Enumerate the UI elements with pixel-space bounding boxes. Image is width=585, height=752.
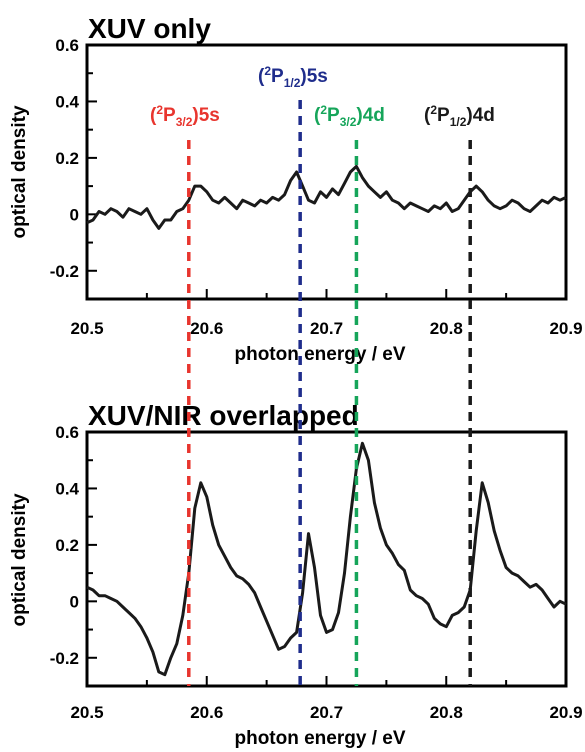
y-tick-label: -0.2	[50, 649, 79, 668]
y-tick-label: 0	[70, 205, 79, 224]
y-tick-labels: -0.2 0 0.2 0.4 0.6	[50, 36, 80, 281]
y-tick-label: 0.2	[55, 149, 79, 168]
x-tick-labels: 20.5 20.6 20.7 20.8 20.9	[70, 703, 582, 722]
peak-label: (2P1/2)4d	[424, 103, 495, 129]
peak-label: (2P3/2)5s	[150, 103, 220, 129]
x-tick-label: 20.5	[70, 319, 103, 338]
x-tick-label: 20.7	[310, 703, 343, 722]
y-tick-label: 0.4	[55, 479, 79, 498]
x-tick-label: 20.9	[549, 319, 582, 338]
y-tick-label: -0.2	[50, 262, 79, 281]
peak-labels: (2P3/2)5s (2P1/2)5s (2P3/2)4d (2P1/2)4d	[150, 64, 495, 129]
series-line	[86, 441, 567, 677]
x-axis-label: photon energy / eV	[234, 728, 405, 749]
axis-ticks	[86, 44, 567, 299]
panel-title: XUV/NIR overlapped	[88, 400, 359, 431]
series-line	[86, 164, 567, 230]
y-tick-label: 0.4	[55, 92, 79, 111]
x-tick-label: 20.8	[430, 703, 463, 722]
x-axis-label: photon energy / eV	[234, 344, 405, 365]
y-tick-labels: -0.2 0 0.2 0.4 0.6	[50, 423, 80, 668]
x-tick-label: 20.8	[430, 319, 463, 338]
y-tick-label: 0.6	[55, 36, 79, 55]
peak-label: (2P1/2)5s	[258, 64, 328, 90]
y-axis-label: optical density	[9, 493, 30, 626]
y-tick-label: 0.6	[55, 423, 79, 442]
x-tick-label: 20.9	[549, 703, 582, 722]
y-axis-label: optical density	[9, 105, 30, 238]
y-tick-label: 0	[70, 592, 79, 611]
x-tick-label: 20.6	[190, 703, 223, 722]
peak-label: (2P3/2)4d	[314, 103, 385, 129]
panel-xuv-nir-overlapped: XUV/NIR overlapped -0.200.20.40.6 20.5 20…	[9, 400, 583, 749]
x-tick-label: 20.6	[190, 319, 223, 338]
transition-lines	[187, 100, 472, 686]
axis-ticks	[86, 431, 567, 686]
x-tick-labels: 20.5 20.6 20.7 20.8 20.9	[70, 319, 582, 338]
panel-xuv-only: XUV only -0.2 0 0.2 0.4 0.6 20.5 20.6 20.7 20.8…	[9, 13, 583, 365]
panel-title: XUV only	[88, 13, 211, 44]
x-tick-label: 20.7	[310, 319, 343, 338]
plot-frame	[85, 430, 568, 688]
y-tick-label: 0.2	[55, 536, 79, 555]
x-tick-label: 20.5	[70, 703, 103, 722]
